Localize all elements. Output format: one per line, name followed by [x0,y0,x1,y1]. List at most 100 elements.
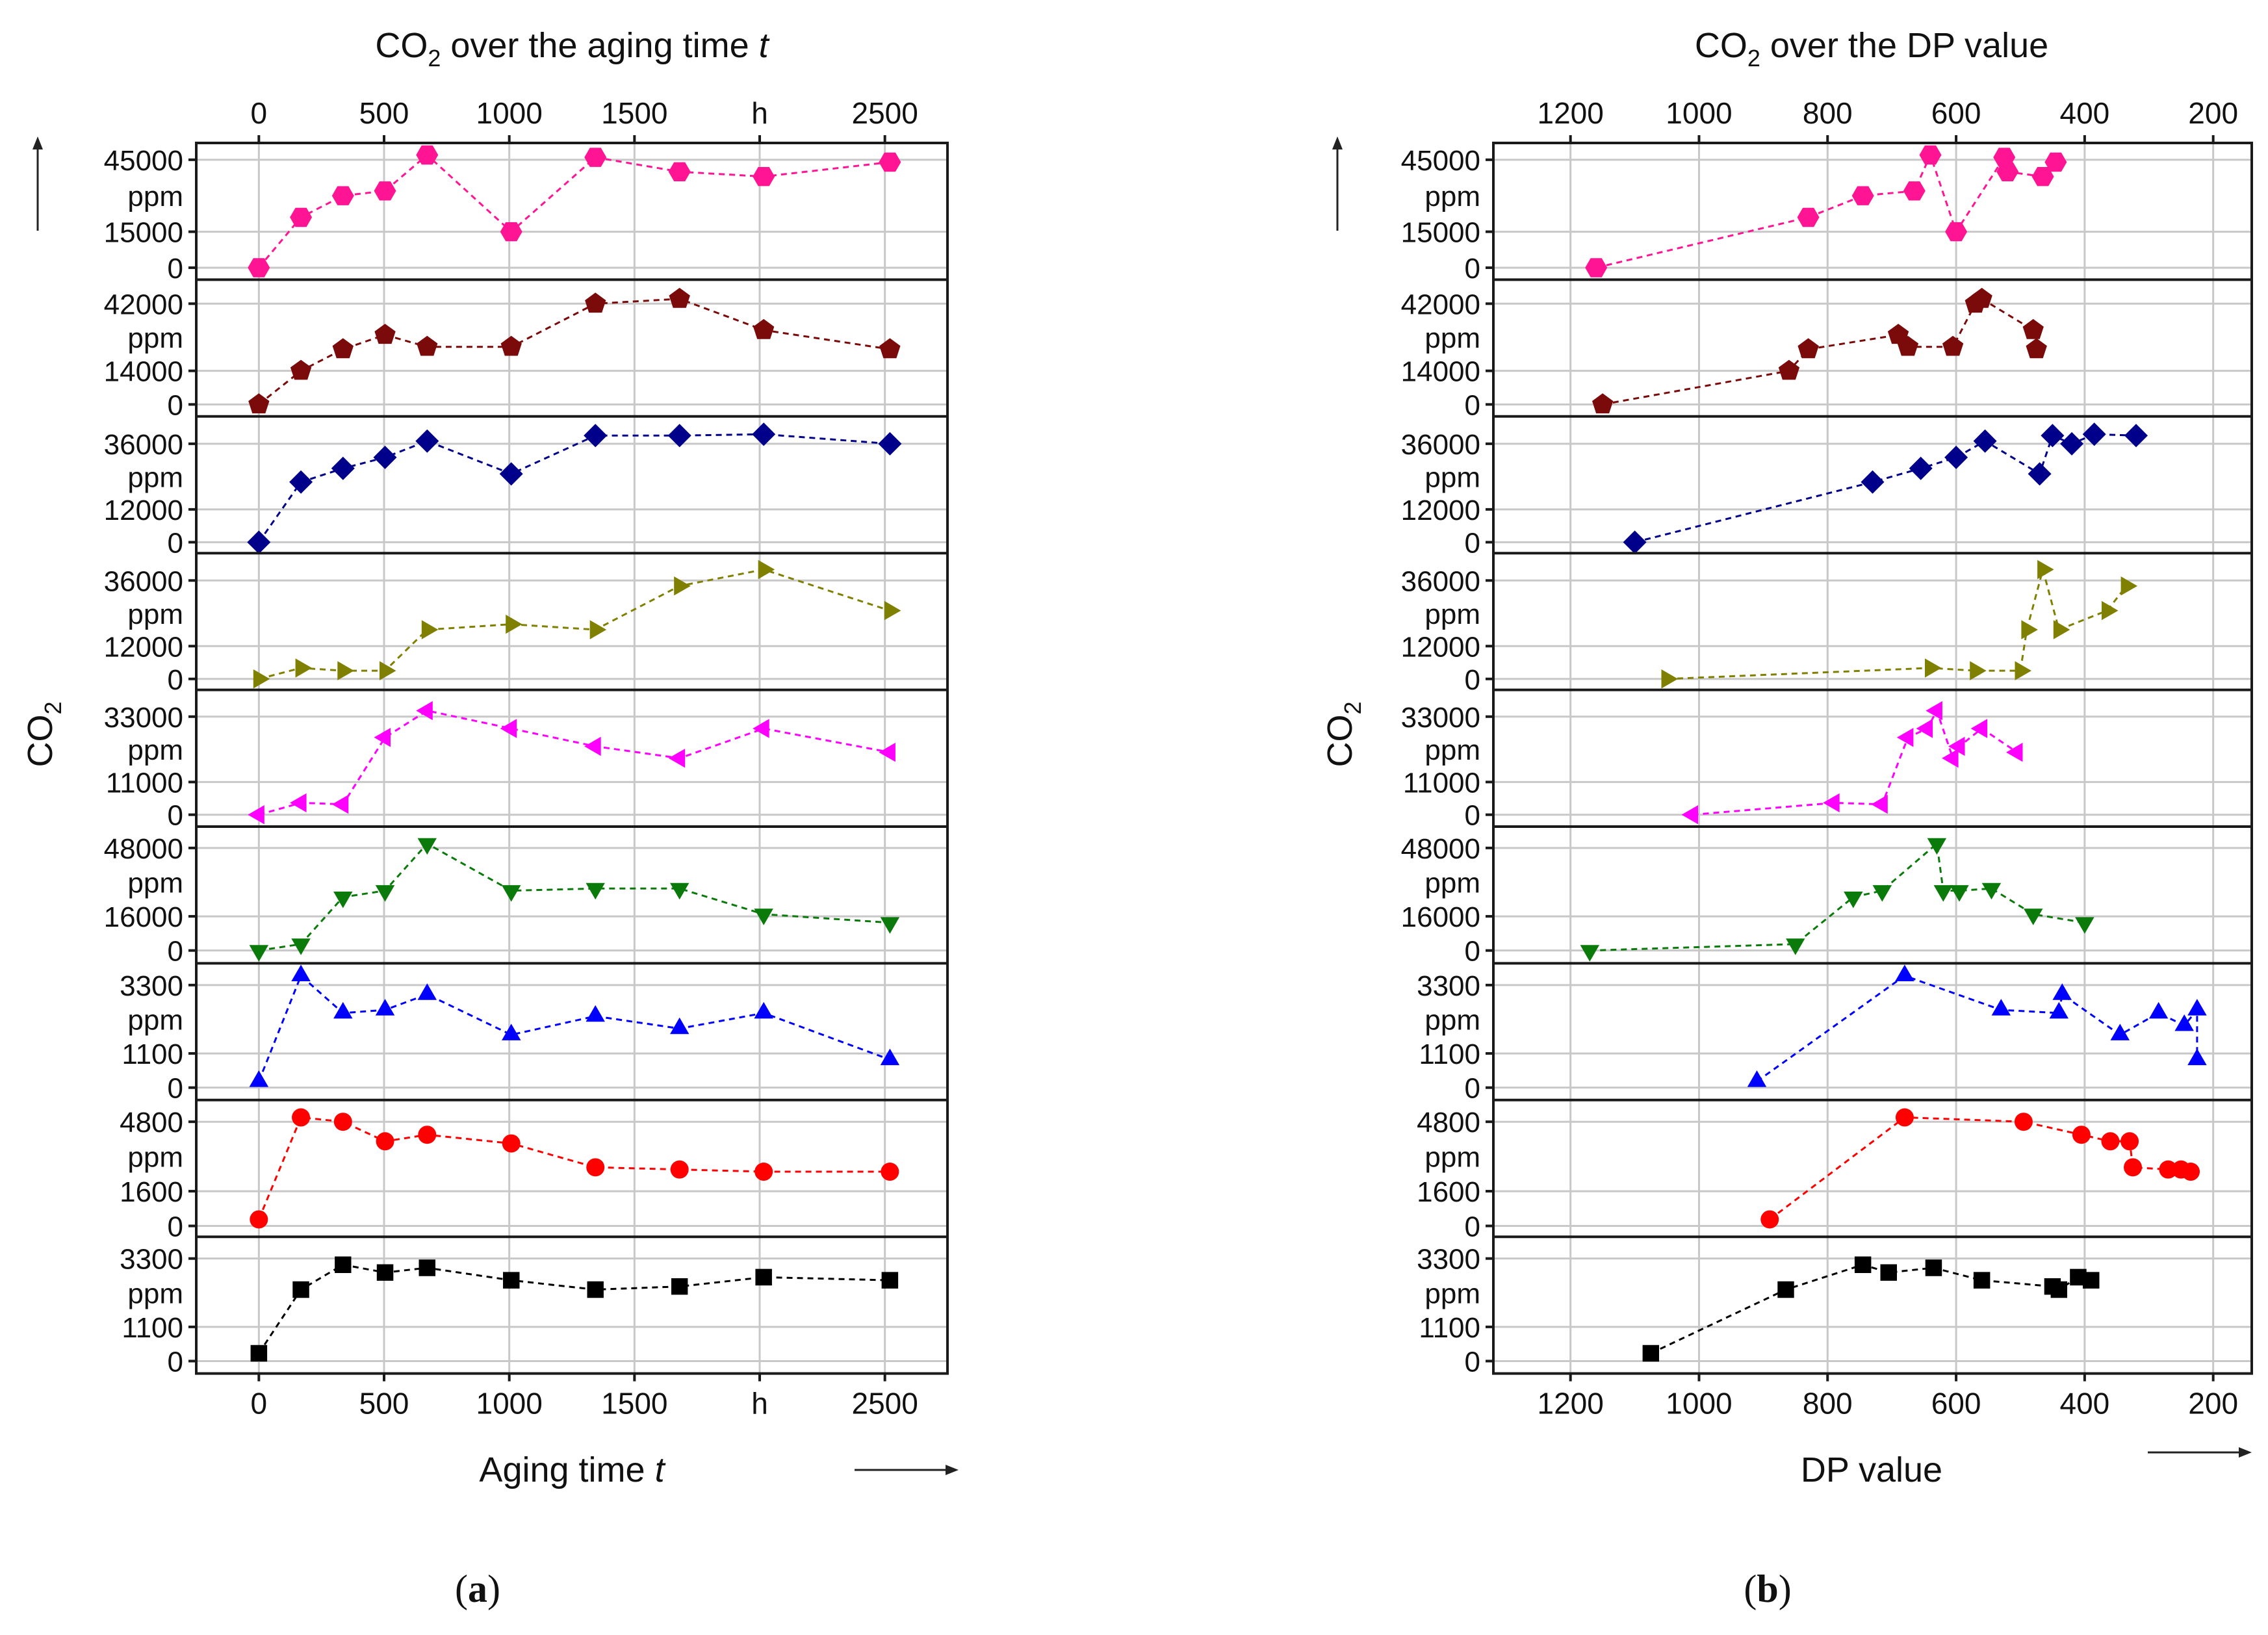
series-line [1650,1263,2092,1354]
panel-a-title: CO2 over the aging time t [375,26,769,71]
data-point [2037,560,2054,580]
data-point [1944,445,1968,469]
data-point [1887,324,1909,344]
data-point [2070,1268,2087,1286]
data-point [668,749,686,768]
data-point [1823,793,1840,813]
data-point [2187,1048,2207,1066]
y-tick-label: 0 [168,253,183,285]
y-unit-label: ppm [127,1142,183,1174]
panel-b: CO2 over the DP value DP value CO2 (b) [1321,26,2252,1610]
y-tick-label: 33000 [104,702,183,734]
data-point [1919,145,1942,165]
y-tick-label: 0 [1465,664,1480,696]
data-point [1760,1210,1779,1229]
x-tick-label-top: 1000 [476,96,542,130]
series-line [1590,842,2085,952]
data-point [1926,701,1942,721]
panel-a-ylabel: CO2 [21,701,66,767]
data-point [878,431,902,456]
y-tick-label: 33000 [1401,702,1480,734]
y-unit-label: ppm [1424,1142,1480,1174]
data-point [376,1264,394,1281]
data-point [880,917,900,934]
y-tick-label: 1600 [1417,1176,1480,1208]
panel-a-y-arrowhead [32,136,43,149]
data-point [1592,393,1614,414]
data-point [2006,742,2023,762]
data-point [1681,805,1699,825]
data-point [2102,600,2119,621]
x-tick-label-top: 200 [2188,96,2238,130]
data-point [1623,530,1647,554]
series-line [1769,1116,2191,1220]
data-point [2028,462,2052,486]
data-point [374,324,396,344]
data-point [1903,181,1926,201]
x-tick-label-top: 2500 [851,96,918,130]
panel-b-xlabel: DP value [1801,1450,1942,1489]
data-point [585,292,606,313]
data-point [1970,719,1988,738]
y-tick-label: 0 [168,1073,183,1105]
data-point [1778,359,1800,380]
x-tick-label-top: 600 [1931,96,1981,130]
data-point [1945,222,1968,242]
data-point [500,222,522,242]
data-point [2159,1160,2178,1179]
data-point [289,470,313,494]
data-point [502,1134,521,1153]
y-tick-label: 0 [1465,527,1480,559]
panel-b-y-arrowhead [1332,136,1343,149]
series-s1: 0 15000 45000 ppm [104,145,947,285]
y-tick-label: 36000 [1401,565,1480,597]
data-point [418,1126,437,1144]
data-point [2120,576,2138,596]
data-point [291,964,311,981]
x-tick-label-bottom: 2500 [851,1387,918,1421]
data-point [2024,908,2043,925]
data-point [295,658,313,678]
data-point [331,456,355,480]
y-tick-label: 0 [168,1211,183,1243]
panel-b-x-arrowhead [2239,1447,2252,1458]
data-point [290,793,307,813]
data-point [1916,719,1933,738]
series-line [1692,708,2018,816]
data-point [1993,148,2016,167]
series-line [1595,152,2057,269]
data-point [416,145,439,165]
data-point [2101,1132,2120,1151]
y-unit-label: ppm [1424,867,1480,899]
y-unit-label: ppm [127,867,183,899]
data-point [753,719,769,738]
data-point [375,999,395,1016]
x-tick-label-bottom: 1000 [1666,1387,1732,1421]
y-tick-label: 45000 [104,145,183,177]
y-unit-label: ppm [1424,734,1480,766]
data-point [670,1017,689,1035]
data-point [754,1001,773,1019]
data-point [1909,456,1933,480]
data-point [754,1163,773,1181]
y-unit-label: ppm [127,322,183,354]
data-point [2031,167,2054,187]
y-tick-label: 11000 [106,767,183,799]
data-point [1933,885,1953,902]
data-point [1786,938,1805,955]
data-point [1871,795,1888,814]
y-tick-label: 12000 [104,495,183,526]
y-tick-label: 0 [1465,1346,1480,1378]
data-point [502,885,521,902]
data-point [2060,431,2084,456]
y-tick-label: 0 [168,936,183,968]
x-tick-label-top: 400 [2059,96,2109,130]
y-tick-label: 0 [168,527,183,559]
y-tick-label: 42000 [1401,289,1480,320]
data-point [1642,1345,1659,1362]
